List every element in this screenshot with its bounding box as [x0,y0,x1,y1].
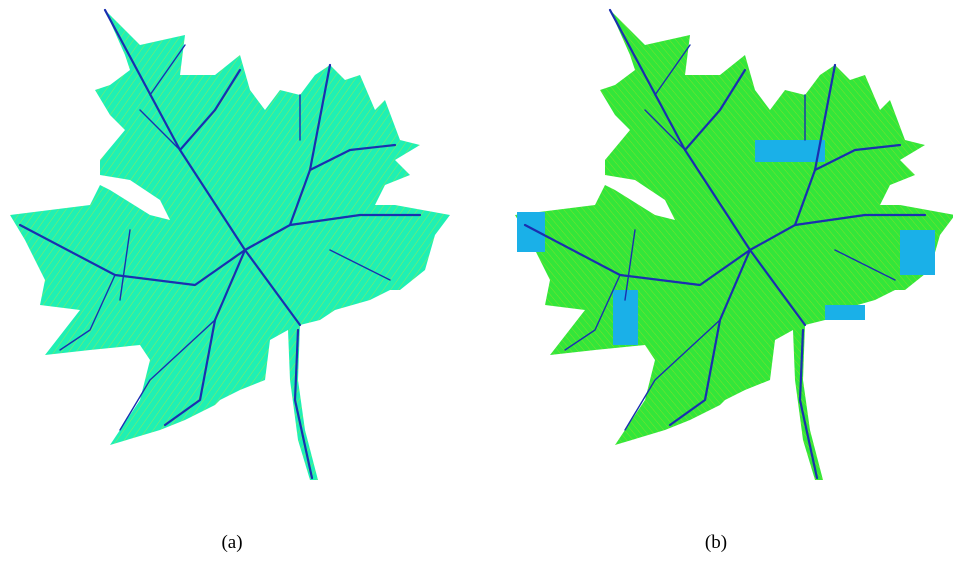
patch [825,305,865,320]
leaf-image [515,10,953,480]
patch [900,230,935,275]
leaf-image [10,10,450,480]
panel-a: (a) [10,10,450,553]
panel-b: (b) [515,10,953,553]
patch [517,212,545,252]
caption: (b) [705,532,727,553]
caption: (a) [221,532,242,553]
figure: (a) (b) [0,0,953,563]
patch [755,140,825,162]
